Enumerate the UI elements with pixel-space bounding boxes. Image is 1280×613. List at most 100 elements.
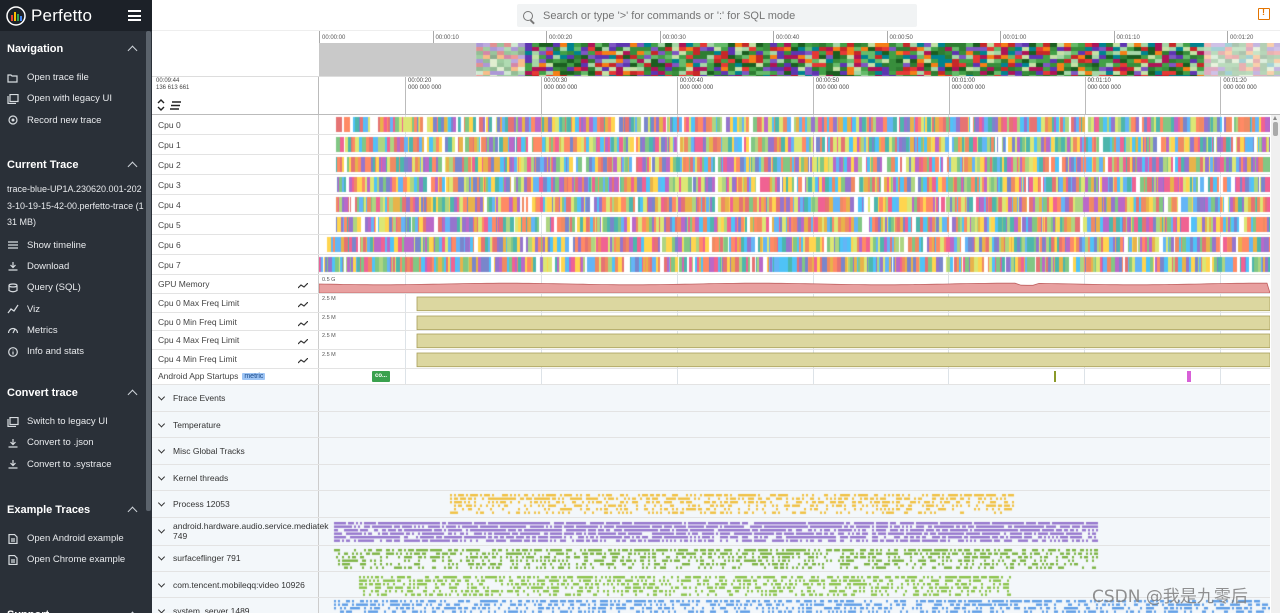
cpu-track[interactable]: Cpu 6 [152, 235, 1270, 255]
track-panel[interactable]: Cpu 0 Cpu 1 Cpu 2 Cpu 3 Cpu 4 Cpu 5 Cpu 6 Cpu 7… [152, 115, 1280, 613]
overview-timeline[interactable]: 00:00:00 00:00:10 00:00:20 00:00:30 00:00:40… [152, 31, 1280, 77]
track-content[interactable]: 2.5 M [319, 331, 1270, 349]
sidebar-item-convert-to-systrace[interactable]: Convert to .systrace [0, 454, 152, 475]
track-content[interactable] [319, 491, 1270, 517]
sidebar-scrollbar[interactable] [146, 31, 151, 511]
track-label[interactable]: Kernel threads [152, 464, 319, 491]
startup-slice[interactable] [1054, 370, 1056, 382]
cpu-slices[interactable] [319, 256, 1270, 274]
overview-cpu-heatmap[interactable] [319, 43, 1280, 76]
counter-chart-icon[interactable] [297, 300, 309, 308]
track-label[interactable]: GPU Memory [152, 275, 319, 293]
sidebar-section-header[interactable]: Navigation [0, 39, 152, 59]
chevron-up-icon[interactable] [127, 506, 138, 517]
track-content[interactable] [319, 215, 1270, 234]
track-label[interactable]: Cpu 4 [152, 195, 319, 214]
sidebar-item-open-android-example[interactable]: Open Android example [0, 528, 152, 549]
expand-chevron-icon[interactable] [157, 420, 166, 428]
sidebar-item-viz[interactable]: Viz [0, 298, 152, 319]
track-label[interactable]: Android App Startups metric [152, 368, 319, 384]
chevron-up-icon[interactable] [127, 45, 138, 56]
expand-chevron-icon[interactable] [157, 580, 166, 588]
cpu-track[interactable]: Cpu 7 [152, 255, 1270, 275]
cpu-track[interactable]: Cpu 3 [152, 175, 1270, 195]
sidebar-item-open-chrome-example[interactable]: Open Chrome example [0, 549, 152, 570]
cpu-slices[interactable] [319, 176, 1270, 194]
app-startups-track[interactable]: Android App Startups metric co... [152, 368, 1270, 385]
sidebar-item-download[interactable]: Download [0, 256, 152, 277]
track-label[interactable]: Cpu 5 [152, 215, 319, 234]
cpu-track[interactable]: Cpu 4 [152, 195, 1270, 215]
startup-slice[interactable]: co... [372, 370, 390, 382]
cpu-track[interactable]: Cpu 1 [152, 135, 1270, 155]
expand-chevron-icon[interactable] [157, 473, 166, 481]
cpu-slices[interactable] [319, 236, 1270, 254]
process-summary[interactable] [319, 598, 1270, 613]
counter-area[interactable] [319, 275, 1270, 293]
omnibox[interactable] [517, 4, 917, 27]
track-label[interactable]: Temperature [152, 411, 319, 438]
expand-chevron-icon[interactable] [157, 446, 166, 454]
hamburger-menu-icon[interactable] [128, 10, 141, 21]
counter-area[interactable] [319, 294, 1270, 312]
cpu-slices[interactable] [319, 216, 1270, 234]
expand-chevron-icon[interactable] [157, 606, 166, 613]
track-content[interactable] [319, 545, 1270, 571]
track-content[interactable] [319, 195, 1270, 214]
track-content[interactable]: 0.5 G [319, 275, 1270, 293]
counter-chart-icon[interactable] [297, 281, 309, 289]
track-label[interactable]: Cpu 0 [152, 115, 319, 134]
track-group[interactable]: com.tencent.mobileqq:video 10926 [152, 571, 1270, 599]
sidebar-section-header[interactable]: Current Trace [0, 155, 152, 175]
sidebar-item-query-sql[interactable]: Query (SQL) [0, 277, 152, 298]
track-label[interactable]: surfaceflinger 791 [152, 545, 319, 571]
process-summary[interactable] [319, 517, 1270, 545]
track-content[interactable] [319, 175, 1270, 194]
sidebar-section-header[interactable]: Example Traces [0, 500, 152, 520]
counter-chart-icon[interactable] [297, 356, 309, 364]
sidebar-item-open-with-legacy-ui[interactable]: Open with legacy UI [0, 88, 152, 109]
track-label[interactable]: Cpu 3 [152, 175, 319, 194]
sidebar-item-record-new-trace[interactable]: Record new trace [0, 110, 152, 131]
track-content[interactable] [319, 255, 1270, 274]
tracks-scrollbar[interactable] [1271, 115, 1280, 613]
chevron-up-icon[interactable] [127, 161, 138, 172]
track-label[interactable]: Cpu 7 [152, 255, 319, 274]
track-label[interactable]: Cpu 0 Max Freq Limit [152, 294, 319, 312]
track-group[interactable]: Temperature [152, 411, 1270, 439]
track-label[interactable]: Cpu 0 Min Freq Limit [152, 312, 319, 331]
track-label[interactable]: Ftrace Events [152, 384, 319, 411]
expand-chevron-icon[interactable] [157, 393, 166, 401]
error-report-icon[interactable] [1258, 7, 1270, 20]
track-content[interactable] [319, 155, 1270, 174]
track-content[interactable]: 2.5 M [319, 294, 1270, 312]
track-group[interactable]: surfaceflinger 791 [152, 545, 1270, 572]
track-group[interactable]: Misc Global Tracks [152, 438, 1270, 465]
sidebar-item-open-trace-file[interactable]: Open trace file [0, 67, 152, 88]
expand-chevron-icon[interactable] [157, 526, 166, 534]
sidebar-item-info-and-stats[interactable]: Info and stats [0, 341, 152, 362]
expand-chevron-icon[interactable] [157, 499, 166, 507]
track-content[interactable]: 2.5 M [319, 350, 1270, 368]
track-label[interactable]: Misc Global Tracks [152, 438, 319, 464]
cpu-track[interactable]: Cpu 2 [152, 155, 1270, 175]
overview-unselected-region[interactable] [319, 43, 476, 76]
counter-track[interactable]: Cpu 4 Max Freq Limit 2.5 M [152, 331, 1270, 351]
counter-track[interactable]: Cpu 0 Min Freq Limit 2.5 M [152, 312, 1270, 332]
track-label[interactable]: com.tencent.mobileqq:video 10926 [152, 571, 319, 598]
sort-lines-icon[interactable] [170, 101, 182, 110]
track-content[interactable] [319, 115, 1270, 134]
counter-track[interactable]: Cpu 0 Max Freq Limit 2.5 M [152, 294, 1270, 313]
startup-slice[interactable] [1187, 370, 1191, 382]
track-content[interactable] [319, 598, 1270, 613]
cpu-track[interactable]: Cpu 0 [152, 115, 1270, 135]
sidebar-item-switch-to-legacy-ui[interactable]: Switch to legacy UI [0, 411, 152, 432]
metric-tag[interactable]: metric [242, 372, 266, 380]
track-content[interactable] [319, 571, 1270, 598]
track-label[interactable]: Cpu 4 Max Freq Limit [152, 331, 319, 350]
counter-track[interactable]: GPU Memory 0.5 G [152, 275, 1270, 294]
counter-chart-icon[interactable] [297, 319, 309, 326]
counter-track[interactable]: Cpu 4 Min Freq Limit 2.5 M [152, 350, 1270, 369]
cpu-slices[interactable] [319, 156, 1270, 174]
expand-chevron-icon[interactable] [157, 553, 166, 561]
